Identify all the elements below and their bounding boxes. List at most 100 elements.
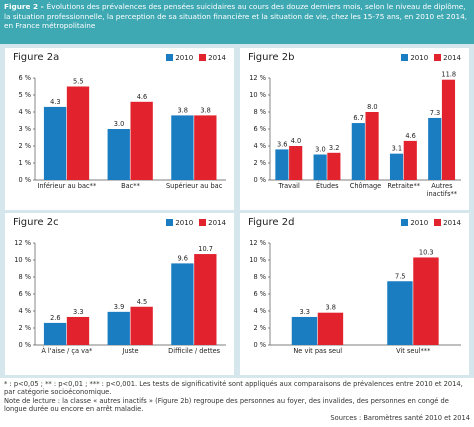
- value-label: 11.8: [441, 71, 456, 79]
- legend-swatch: [166, 54, 174, 61]
- bar: [107, 311, 130, 345]
- figure-label: Figure 2 -: [4, 2, 44, 11]
- legend-item: 2014: [199, 219, 226, 227]
- legend-label: 2014: [443, 54, 461, 62]
- x-tick-label: Retraite**: [387, 182, 421, 190]
- significance-note: * : p<0,05 ; ** : p<0,01 ; *** : p<0,001…: [4, 380, 463, 397]
- x-tick-label: Études: [315, 182, 339, 190]
- legend-label: 2010: [175, 219, 194, 227]
- value-label: 3.0: [114, 120, 125, 128]
- x-tick-label: Chômage: [349, 182, 382, 190]
- y-tick-label: 5 %: [18, 91, 31, 99]
- legend-swatch: [401, 54, 409, 61]
- x-tick-label: Bac**: [121, 182, 140, 190]
- y-tick-label: 6 %: [253, 125, 266, 133]
- value-label: 7.3: [430, 109, 441, 117]
- value-label: 10.7: [198, 245, 213, 253]
- y-tick-label: 4 %: [253, 142, 266, 150]
- legend-item: 2010: [166, 219, 193, 227]
- bar: [171, 263, 194, 345]
- legend-swatch: [434, 219, 442, 226]
- chart-panel: 0 % 2 % 4 % 6 % 8 % 10 % 12 % 2.6 3.3 3.9 4.5 9.6 10…: [5, 213, 234, 375]
- bar: [365, 112, 379, 180]
- bar: [66, 316, 90, 345]
- y-tick-label: 0 %: [253, 341, 266, 349]
- bar: [275, 149, 289, 180]
- y-tick-label: 8 %: [253, 273, 266, 281]
- y-tick-label: 0 %: [18, 341, 31, 349]
- legend-label: 2014: [443, 219, 461, 227]
- chart-panel: 0 % 2 % 4 % 6 % 8 % 10 % 12 % 3.6 4.0 3.0 3.2 6.7 8.…: [240, 48, 469, 210]
- legend-swatch: [199, 54, 207, 61]
- bar: [413, 257, 439, 345]
- y-tick-label: 8 %: [18, 273, 31, 281]
- bar: [428, 117, 442, 180]
- chart-title: Figure 2a: [13, 52, 60, 63]
- chart-panel: 0 % 2 % 4 % 6 % 8 % 10 % 12 % 3.3 3.8 7.5 10.3 Figu…: [240, 213, 469, 375]
- y-tick-label: 1 %: [18, 159, 31, 167]
- chart: 0 % 2 % 4 % 6 % 8 % 10 % 12 % 3.6 4.0 3.0 3.2 6.78.…: [249, 71, 461, 184]
- value-label: 9.6: [177, 254, 188, 262]
- x-tick-label: Vit seul***: [396, 347, 431, 355]
- bar: [43, 322, 67, 345]
- bar: [291, 316, 318, 345]
- value-label: 4.6: [137, 93, 148, 101]
- footer: * : p<0,05 ; ** : p<0,01 ; *** : p<0,001…: [4, 380, 470, 422]
- bar: [171, 115, 194, 180]
- legend: 2010 2014: [401, 54, 461, 62]
- bar: [130, 306, 153, 345]
- legend-swatch: [166, 219, 174, 226]
- source: Sources : Baromètres santé 2010 et 2014: [330, 413, 470, 422]
- y-tick-label: 12 %: [14, 239, 31, 247]
- y-tick-label: 6 %: [253, 290, 266, 298]
- y-tick-label: 6 %: [18, 290, 31, 298]
- y-tick-label: 0 %: [18, 176, 31, 184]
- legend-label: 2010: [410, 219, 429, 227]
- value-label: 3.6: [277, 140, 288, 148]
- y-tick-label: 4 %: [18, 108, 31, 116]
- value-label: 8.0: [367, 103, 378, 111]
- value-label: 10.3: [419, 248, 434, 256]
- value-label: 3.2: [329, 144, 340, 152]
- legend-item: 2014: [434, 219, 461, 227]
- legend-swatch: [401, 219, 409, 226]
- reading-note: Note de lecture : la classe « autres ina…: [4, 396, 449, 414]
- legend-item: 2014: [199, 54, 226, 62]
- y-tick-label: 0 %: [253, 176, 266, 184]
- y-tick-label: 10 %: [249, 256, 266, 264]
- y-tick-label: 3 %: [18, 125, 31, 133]
- y-tick-label: 8 %: [253, 108, 266, 116]
- value-label: 3.3: [300, 308, 311, 316]
- bar: [130, 101, 153, 180]
- legend: 2010 2014: [401, 219, 461, 227]
- y-tick-label: 4 %: [253, 307, 266, 315]
- bar: [389, 153, 404, 180]
- value-label: 4.0: [291, 137, 302, 145]
- bar: [194, 115, 217, 180]
- x-tick-label: À l'aise / ça va*: [41, 347, 93, 355]
- legend-swatch: [199, 219, 207, 226]
- chart-title: Figure 2d: [248, 217, 295, 228]
- chart: 0 % 2 % 4 % 6 % 8 % 10 % 12 % 3.3 3.8 7.5 10.3: [249, 239, 461, 349]
- figure-title: Évolutions des prévalences des pensées s…: [4, 2, 468, 31]
- legend: 2010 2014: [166, 219, 226, 227]
- legend-swatch: [434, 54, 442, 61]
- bar: [194, 254, 217, 345]
- x-tick-label: Inférieur au bac**: [37, 182, 97, 190]
- x-tick-label: Difficile / dettes: [168, 347, 221, 355]
- bar: [403, 140, 417, 180]
- bar: [313, 154, 327, 180]
- value-label: 4.5: [137, 298, 148, 306]
- value-label: 3.1: [392, 145, 403, 153]
- header: Figure 2 - Évolutions des prévalences des…: [0, 0, 474, 44]
- y-tick-label: 12 %: [249, 74, 266, 82]
- chart-title: Figure 2b: [248, 52, 295, 63]
- value-label: 3.8: [326, 304, 337, 312]
- x-tick-label: Travail: [278, 182, 300, 190]
- y-tick-label: 6 %: [18, 74, 31, 82]
- bar: [43, 106, 67, 180]
- chart: 0 % 1 % 2 % 3 % 4 % 5 % 6 % 4.3 5.5 3.0 4.6 3.8 3.8: [18, 74, 226, 184]
- x-tick-label: Autres inactifs**: [426, 182, 458, 198]
- value-label: 4.6: [405, 132, 416, 140]
